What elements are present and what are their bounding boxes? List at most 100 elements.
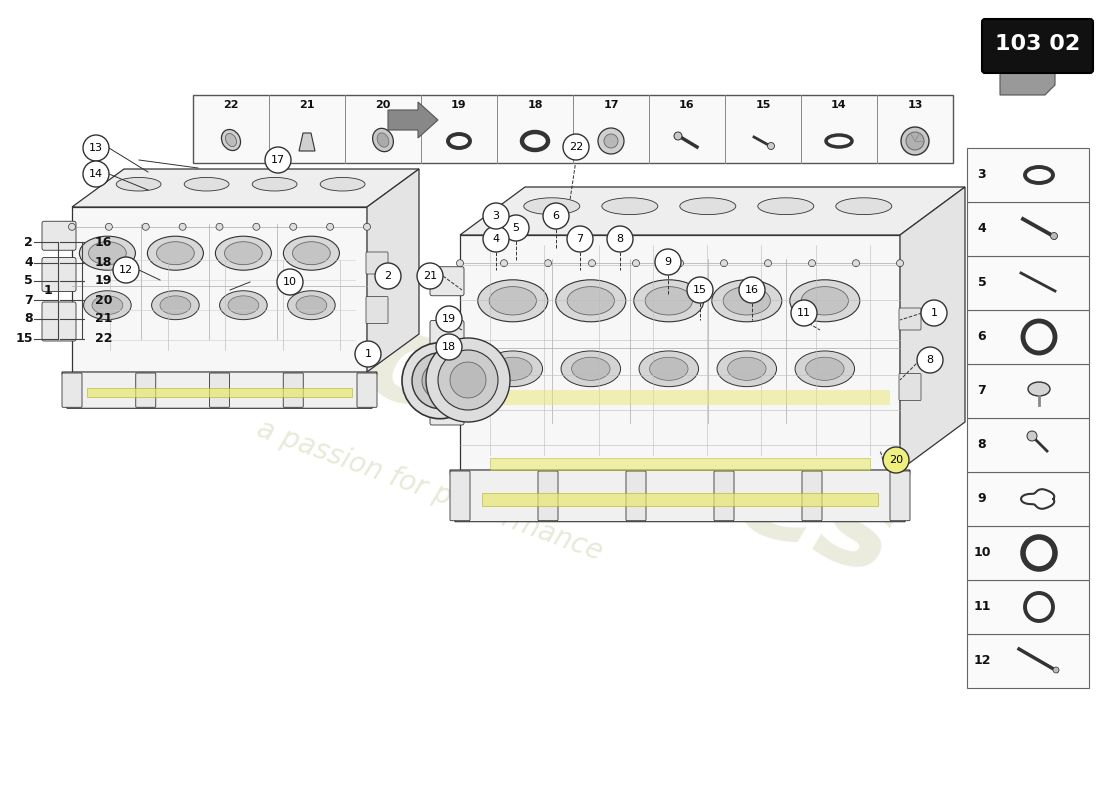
Ellipse shape [224,242,262,265]
Text: 9: 9 [978,493,987,506]
FancyBboxPatch shape [62,373,82,407]
Circle shape [417,263,443,289]
Ellipse shape [373,128,394,152]
Ellipse shape [561,351,620,386]
Circle shape [852,260,859,266]
Text: 13: 13 [89,143,103,153]
Ellipse shape [727,358,766,380]
Ellipse shape [795,351,855,386]
Text: 18: 18 [95,257,112,270]
Text: 21: 21 [422,271,437,281]
Polygon shape [367,169,419,372]
Text: 4: 4 [978,222,987,235]
Circle shape [906,132,924,150]
Circle shape [604,134,618,148]
FancyBboxPatch shape [430,266,464,296]
FancyBboxPatch shape [982,19,1093,73]
Circle shape [503,215,529,241]
Text: 4: 4 [493,234,499,244]
FancyBboxPatch shape [967,418,1089,472]
Text: 20: 20 [375,100,390,110]
Ellipse shape [226,134,236,146]
Circle shape [808,260,815,266]
Ellipse shape [160,296,190,314]
Circle shape [563,134,589,160]
Circle shape [543,203,569,229]
Text: 15: 15 [693,285,707,295]
Circle shape [544,260,551,266]
Text: 6: 6 [978,330,987,343]
Ellipse shape [117,178,161,191]
Text: 19: 19 [95,274,112,287]
Circle shape [436,306,462,332]
Circle shape [327,223,333,230]
Circle shape [438,350,498,410]
Circle shape [739,277,764,303]
Circle shape [426,338,510,422]
Text: 4: 4 [24,257,33,270]
FancyBboxPatch shape [626,471,646,521]
Text: 19: 19 [451,100,466,110]
Circle shape [436,334,462,360]
Text: 22: 22 [569,142,583,152]
Ellipse shape [252,178,297,191]
Text: 21: 21 [299,100,315,110]
FancyBboxPatch shape [802,471,822,521]
Circle shape [82,161,109,187]
Text: 17: 17 [271,155,285,165]
Text: 1: 1 [44,283,53,297]
Text: 12: 12 [119,265,133,275]
Ellipse shape [602,198,658,214]
Text: 22: 22 [223,100,239,110]
FancyBboxPatch shape [967,472,1089,526]
FancyBboxPatch shape [967,310,1089,364]
Circle shape [588,260,595,266]
Ellipse shape [494,358,532,380]
FancyBboxPatch shape [358,373,377,407]
Circle shape [456,260,463,266]
Text: 3: 3 [978,169,987,182]
Ellipse shape [805,358,844,380]
Circle shape [68,223,76,230]
Circle shape [921,300,947,326]
Ellipse shape [284,236,340,270]
FancyBboxPatch shape [284,373,304,407]
Polygon shape [900,187,965,470]
Ellipse shape [634,280,704,322]
Ellipse shape [568,286,615,315]
Text: 19: 19 [442,314,456,324]
Text: 7: 7 [576,234,584,244]
Circle shape [422,362,458,398]
Ellipse shape [477,280,548,322]
Text: 16: 16 [745,285,759,295]
Circle shape [113,257,139,283]
Circle shape [253,223,260,230]
Ellipse shape [79,236,135,270]
Circle shape [289,223,297,230]
Ellipse shape [649,358,689,380]
Ellipse shape [572,358,610,380]
Text: 9: 9 [664,257,672,267]
FancyBboxPatch shape [967,202,1089,256]
FancyBboxPatch shape [967,634,1089,688]
Ellipse shape [156,242,195,265]
FancyBboxPatch shape [135,373,156,407]
Text: 15: 15 [756,100,771,110]
Circle shape [142,223,150,230]
Polygon shape [460,235,900,470]
Circle shape [883,447,909,473]
Circle shape [355,341,381,367]
Text: 7: 7 [978,385,987,398]
Ellipse shape [646,286,692,315]
Text: 8: 8 [24,313,33,326]
Text: 18: 18 [527,100,542,110]
Ellipse shape [758,198,814,214]
Circle shape [483,203,509,229]
Circle shape [483,226,509,252]
Text: 6: 6 [552,211,560,221]
Circle shape [791,300,817,326]
Ellipse shape [287,290,336,320]
Ellipse shape [220,290,267,320]
Polygon shape [475,390,890,405]
Ellipse shape [836,198,892,214]
